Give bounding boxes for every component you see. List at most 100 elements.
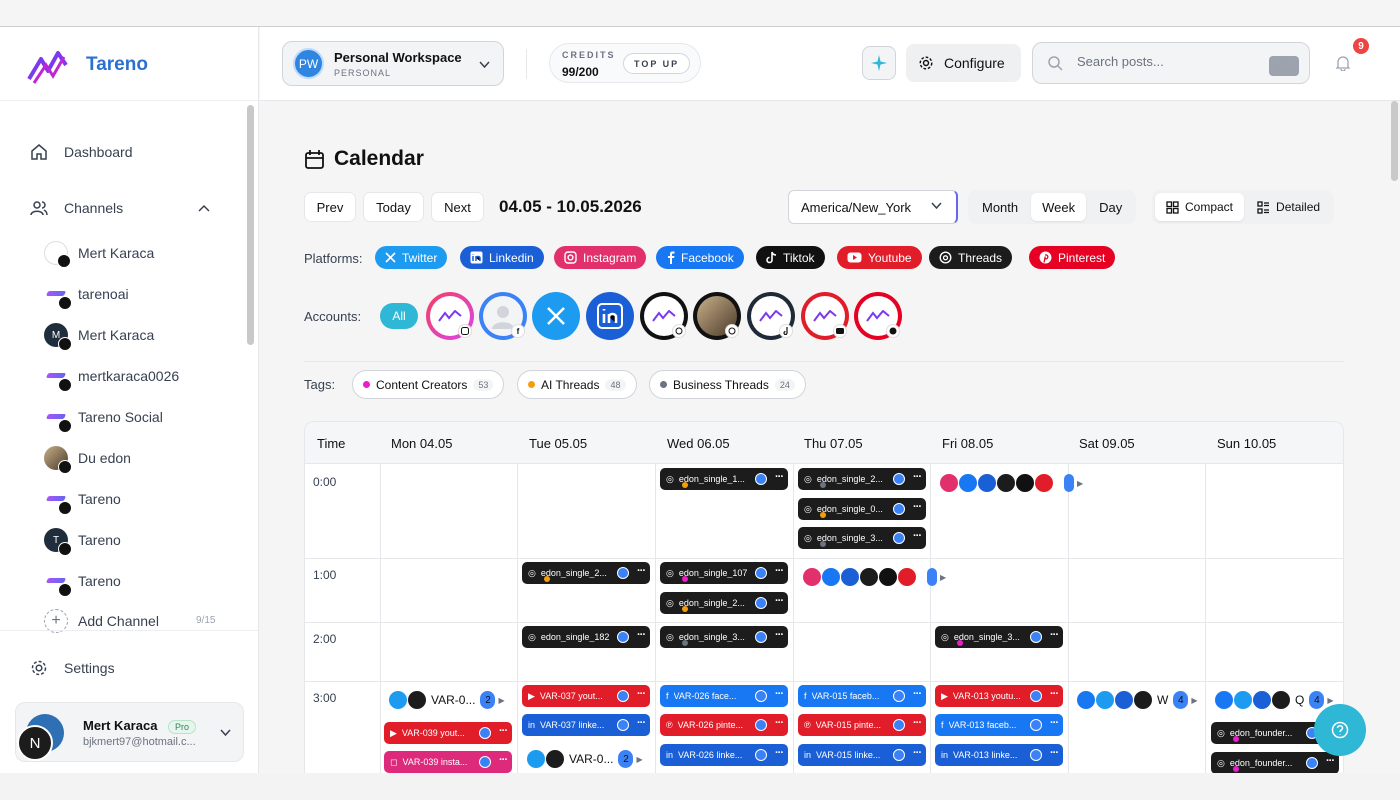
post-card[interactable]: ◎ edon_single_2... ··· [660, 592, 788, 614]
channel-item[interactable]: T Tareno [44, 528, 121, 556]
view-month[interactable]: Month [982, 199, 1019, 215]
post-card[interactable]: ◻ VAR-039 insta... ··· [384, 751, 512, 773]
post-card[interactable]: ▶ VAR-013 youtu... ··· [935, 685, 1063, 707]
multi-platform-post[interactable]: Q 4 ▶ [1215, 689, 1334, 711]
account-filter-youtube[interactable] [801, 292, 849, 340]
post-card[interactable]: ▶ VAR-037 yout... ··· [522, 685, 650, 707]
user-initial-badge[interactable]: N [17, 725, 53, 761]
select-checkbox[interactable] [755, 567, 767, 579]
logo[interactable]: Tareno [26, 45, 148, 85]
ai-assistant-button[interactable] [862, 46, 896, 80]
account-filter-tarenoai[interactable] [426, 292, 474, 340]
more-options-icon[interactable]: ··· [913, 471, 922, 483]
more-options-icon[interactable]: ··· [1050, 688, 1059, 700]
more-options-icon[interactable]: ··· [775, 471, 784, 483]
mode-detailed[interactable]: Detailed [1246, 193, 1331, 221]
select-checkbox[interactable] [893, 690, 905, 702]
post-card[interactable]: ◎ edon_single_3... ··· [798, 527, 926, 549]
sidebar-scrollbar[interactable] [247, 105, 254, 345]
play-arrow-icon[interactable]: ▶ [636, 754, 643, 764]
multi-platform-post[interactable]: ▶ [940, 472, 1083, 494]
select-checkbox[interactable] [1306, 757, 1318, 769]
channel-item[interactable]: Du edon [44, 446, 131, 474]
view-day[interactable]: Day [1099, 199, 1123, 215]
chevron-up-icon[interactable] [198, 204, 210, 212]
post-card[interactable]: f VAR-015 faceb... ··· [798, 685, 926, 707]
play-arrow-icon[interactable]: ▶ [1077, 478, 1084, 488]
post-card[interactable]: ◎ edon_single_1... ··· [660, 468, 788, 490]
more-options-icon[interactable]: ··· [775, 629, 784, 641]
more-options-icon[interactable]: ··· [775, 595, 784, 607]
account-filter-pinterest[interactable] [854, 292, 902, 340]
play-arrow-icon[interactable]: ▶ [940, 572, 947, 582]
post-card[interactable]: in VAR-026 linke... ··· [660, 744, 788, 766]
more-options-icon[interactable]: ··· [1326, 755, 1335, 767]
select-checkbox[interactable] [755, 631, 767, 643]
play-arrow-icon[interactable]: ▶ [1191, 695, 1198, 705]
tag-filter-content-creators[interactable]: Content Creators 53 [352, 370, 505, 399]
tag-filter-business-threads[interactable]: Business Threads 24 [649, 370, 806, 399]
post-card[interactable]: ▶ VAR-039 yout... ··· [384, 722, 512, 744]
post-card[interactable]: ℗ VAR-015 pinte... ··· [798, 714, 926, 736]
more-options-icon[interactable]: ··· [913, 688, 922, 700]
post-card[interactable]: ◎ edon_founder... ··· [1211, 752, 1339, 773]
select-checkbox[interactable] [1030, 719, 1042, 731]
account-filter-twitter[interactable] [532, 292, 580, 340]
search-input[interactable] [1077, 54, 1257, 69]
account-filter-threads-tareno[interactable] [640, 292, 688, 340]
channel-item[interactable]: M Mert Karaca [44, 323, 154, 351]
page-scrollbar[interactable] [1391, 101, 1398, 181]
today-button[interactable]: Today [363, 192, 424, 222]
post-card[interactable]: f VAR-013 faceb... ··· [935, 714, 1063, 736]
platform-filter-twitter[interactable]: Twitter [375, 246, 448, 269]
more-options-icon[interactable]: ··· [1050, 717, 1059, 729]
select-checkbox[interactable] [617, 719, 629, 731]
select-checkbox[interactable] [893, 473, 905, 485]
select-checkbox[interactable] [1030, 749, 1042, 761]
channel-item[interactable]: Tareno [44, 569, 121, 597]
more-options-icon[interactable]: ··· [1050, 629, 1059, 641]
post-card[interactable]: ◎ edon_single_3... ··· [660, 626, 788, 648]
play-arrow-icon[interactable]: ▶ [498, 695, 505, 705]
more-options-icon[interactable]: ··· [1050, 747, 1059, 759]
select-checkbox[interactable] [617, 567, 629, 579]
post-card[interactable]: ◎ edon_single_0... ··· [798, 498, 926, 520]
account-filter-linkedin[interactable] [586, 292, 634, 340]
prev-button[interactable]: Prev [304, 192, 356, 222]
account-filter-facebook-user[interactable]: f [479, 292, 527, 340]
select-checkbox[interactable] [755, 597, 767, 609]
channel-item[interactable]: Tareno Social [44, 405, 163, 433]
more-options-icon[interactable]: ··· [637, 717, 646, 729]
help-button[interactable] [1314, 704, 1366, 756]
channel-item[interactable]: Tareno [44, 487, 121, 515]
select-checkbox[interactable] [755, 749, 767, 761]
mode-compact[interactable]: Compact [1155, 193, 1245, 221]
nav-channels[interactable]: Channels [30, 199, 123, 217]
more-options-icon[interactable]: ··· [499, 725, 508, 737]
post-card[interactable]: in VAR-013 linke... ··· [935, 744, 1063, 766]
post-card[interactable]: ◎ edon_single_2... ··· [798, 468, 926, 490]
top-up-button[interactable]: TOP UP [623, 53, 691, 74]
select-checkbox[interactable] [479, 727, 491, 739]
tag-filter-ai-threads[interactable]: AI Threads 48 [517, 370, 637, 399]
select-checkbox[interactable] [893, 503, 905, 515]
post-card[interactable]: in VAR-037 linke... ··· [522, 714, 650, 736]
more-options-icon[interactable]: ··· [499, 754, 508, 766]
platform-filter-tiktok[interactable]: Tiktok [756, 246, 825, 269]
add-channel-button[interactable]: + Add Channel [44, 609, 159, 633]
post-card[interactable]: ◎ edon_single_107 ··· [660, 562, 788, 584]
more-options-icon[interactable]: ··· [637, 688, 646, 700]
platform-filter-linkedin[interactable]: Linkedin [460, 246, 544, 269]
configure-button[interactable]: Configure [906, 44, 1021, 82]
post-card[interactable]: ◎ edon_single_3... ··· [935, 626, 1063, 648]
select-checkbox[interactable] [893, 749, 905, 761]
timezone-select[interactable]: America/New_York [788, 190, 958, 224]
post-card[interactable]: ℗ VAR-026 pinte... ··· [660, 714, 788, 736]
more-options-icon[interactable]: ··· [913, 717, 922, 729]
account-filter-threads-du-edon[interactable] [693, 292, 741, 340]
more-options-icon[interactable]: ··· [913, 747, 922, 759]
more-options-icon[interactable]: ··· [775, 688, 784, 700]
bell-icon[interactable] [1336, 55, 1350, 71]
select-checkbox[interactable] [893, 719, 905, 731]
platform-filter-youtube[interactable]: Youtube [837, 246, 922, 269]
